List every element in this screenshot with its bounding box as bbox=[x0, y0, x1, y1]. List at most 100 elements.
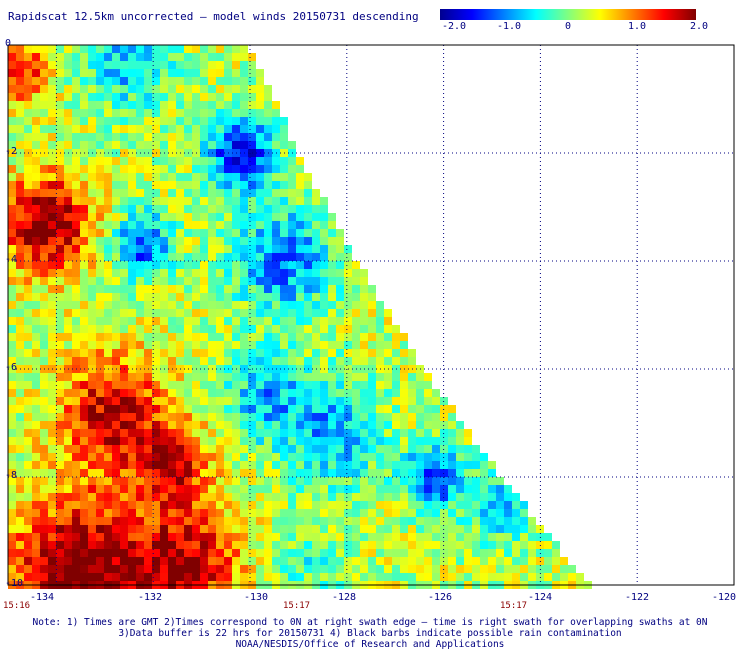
heatmap-cell bbox=[256, 165, 264, 173]
heatmap-cell bbox=[128, 141, 136, 149]
heatmap-cell bbox=[16, 373, 24, 381]
heatmap-cell bbox=[248, 525, 256, 533]
heatmap-cell bbox=[248, 221, 256, 229]
heatmap-cell bbox=[72, 493, 80, 501]
heatmap-cell bbox=[96, 445, 104, 453]
heatmap-cell bbox=[264, 485, 272, 493]
heatmap-cell bbox=[40, 197, 48, 205]
heatmap-cell bbox=[104, 477, 112, 485]
heatmap-cell bbox=[168, 93, 176, 101]
heatmap-cell bbox=[320, 509, 328, 517]
heatmap-cell bbox=[312, 429, 320, 437]
heatmap-cell bbox=[456, 525, 464, 533]
heatmap-cell bbox=[72, 413, 80, 421]
heatmap-cell bbox=[368, 413, 376, 421]
heatmap-cell bbox=[416, 485, 424, 493]
heatmap-cell bbox=[8, 477, 16, 485]
heatmap-cell bbox=[112, 325, 120, 333]
heatmap-cell bbox=[232, 45, 240, 53]
heatmap-cell bbox=[184, 357, 192, 365]
heatmap-cell bbox=[376, 437, 384, 445]
heatmap-cell bbox=[192, 437, 200, 445]
heatmap-cell bbox=[64, 237, 72, 245]
heatmap-cell bbox=[232, 341, 240, 349]
heatmap-cell bbox=[152, 261, 160, 269]
heatmap-cell bbox=[48, 429, 56, 437]
heatmap-cell bbox=[224, 437, 232, 445]
heatmap-cell bbox=[248, 125, 256, 133]
heatmap-cell bbox=[32, 461, 40, 469]
heatmap-cell bbox=[328, 525, 336, 533]
heatmap-cell bbox=[96, 293, 104, 301]
heatmap-cell bbox=[392, 389, 400, 397]
heatmap-cell bbox=[544, 573, 552, 581]
heatmap-cell bbox=[96, 453, 104, 461]
heatmap-cell bbox=[424, 541, 432, 549]
heatmap-cell bbox=[248, 445, 256, 453]
heatmap-cell bbox=[32, 429, 40, 437]
heatmap-cell bbox=[32, 245, 40, 253]
heatmap-cell bbox=[184, 165, 192, 173]
heatmap-cell bbox=[200, 357, 208, 365]
heatmap-cell bbox=[400, 477, 408, 485]
heatmap-cell bbox=[136, 509, 144, 517]
heatmap-cell bbox=[288, 317, 296, 325]
heatmap-cell bbox=[136, 85, 144, 93]
heatmap-cell bbox=[280, 165, 288, 173]
heatmap-cell bbox=[272, 573, 280, 581]
heatmap-cell bbox=[344, 357, 352, 365]
heatmap-cell bbox=[48, 437, 56, 445]
heatmap-cell bbox=[80, 69, 88, 77]
heatmap-cell bbox=[272, 157, 280, 165]
heatmap-cell bbox=[184, 341, 192, 349]
heatmap-cell bbox=[80, 261, 88, 269]
heatmap-cell bbox=[296, 269, 304, 277]
heatmap-cell bbox=[248, 85, 256, 93]
heatmap-cell bbox=[160, 253, 168, 261]
heatmap-cell bbox=[152, 69, 160, 77]
heatmap-cell bbox=[296, 413, 304, 421]
heatmap-cell bbox=[488, 517, 496, 525]
heatmap-cell bbox=[304, 181, 312, 189]
heatmap-cell bbox=[56, 373, 64, 381]
heatmap-cell bbox=[256, 181, 264, 189]
heatmap-cell bbox=[176, 445, 184, 453]
heatmap-cell bbox=[32, 405, 40, 413]
heatmap-cell bbox=[128, 389, 136, 397]
heatmap-cell bbox=[200, 469, 208, 477]
heatmap-cell bbox=[312, 221, 320, 229]
heatmap-cell bbox=[168, 485, 176, 493]
heatmap-cell bbox=[416, 573, 424, 581]
heatmap-cell bbox=[384, 333, 392, 341]
heatmap-cell bbox=[368, 429, 376, 437]
heatmap-cell bbox=[104, 293, 112, 301]
heatmap-cell bbox=[16, 405, 24, 413]
heatmap-cell bbox=[168, 125, 176, 133]
heatmap-cell bbox=[176, 461, 184, 469]
heatmap-cell bbox=[8, 437, 16, 445]
heatmap-cell bbox=[8, 413, 16, 421]
heatmap-cell bbox=[104, 397, 112, 405]
heatmap-cell bbox=[408, 501, 416, 509]
heatmap-cell bbox=[56, 269, 64, 277]
heatmap-cell bbox=[72, 317, 80, 325]
heatmap-cell bbox=[208, 429, 216, 437]
heatmap-cell bbox=[8, 189, 16, 197]
heatmap-cell bbox=[104, 317, 112, 325]
heatmap-cell bbox=[72, 333, 80, 341]
heatmap-cell bbox=[104, 229, 112, 237]
heatmap-cell bbox=[208, 85, 216, 93]
heatmap-cell bbox=[504, 493, 512, 501]
heatmap-cell bbox=[144, 541, 152, 549]
heatmap-cell bbox=[352, 293, 360, 301]
heatmap-cell bbox=[496, 565, 504, 573]
heatmap-cell bbox=[464, 573, 472, 581]
heatmap-cell bbox=[184, 53, 192, 61]
heatmap-cell bbox=[344, 445, 352, 453]
heatmap-cell bbox=[224, 381, 232, 389]
heatmap-cell bbox=[248, 277, 256, 285]
heatmap-cell bbox=[256, 93, 264, 101]
heatmap-cell bbox=[32, 509, 40, 517]
heatmap-cell bbox=[216, 533, 224, 541]
heatmap-cell bbox=[272, 325, 280, 333]
